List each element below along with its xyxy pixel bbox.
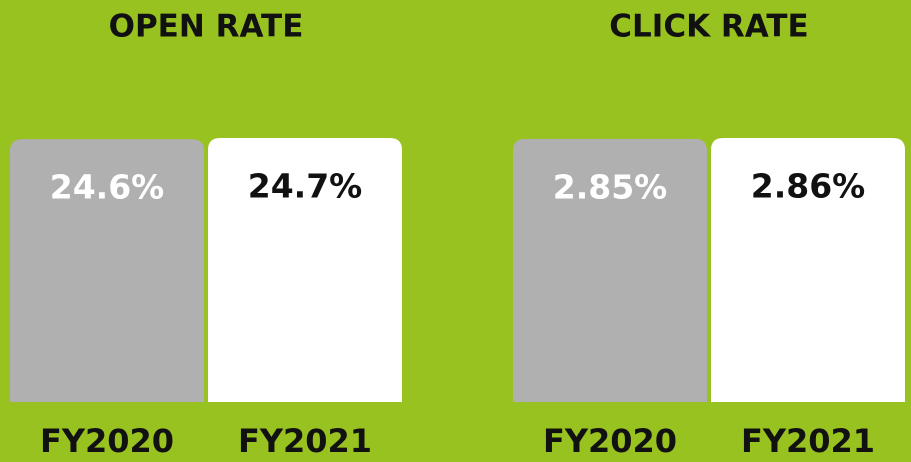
chart-title: CLICK RATE (609, 9, 808, 45)
category-label: FY2020 (543, 422, 677, 460)
value-label: 24.6% (50, 168, 165, 207)
bar (10, 139, 204, 402)
bar (208, 138, 402, 402)
category-label: FY2020 (40, 422, 174, 460)
bar (711, 138, 905, 402)
bar (513, 138, 707, 402)
category-label: FY2021 (238, 422, 372, 460)
value-label: 24.7% (248, 167, 363, 206)
chart-title: OPEN RATE (109, 9, 304, 45)
value-label: 2.86% (751, 167, 866, 206)
category-label: FY2021 (741, 422, 875, 460)
value-label: 2.85% (553, 167, 668, 206)
